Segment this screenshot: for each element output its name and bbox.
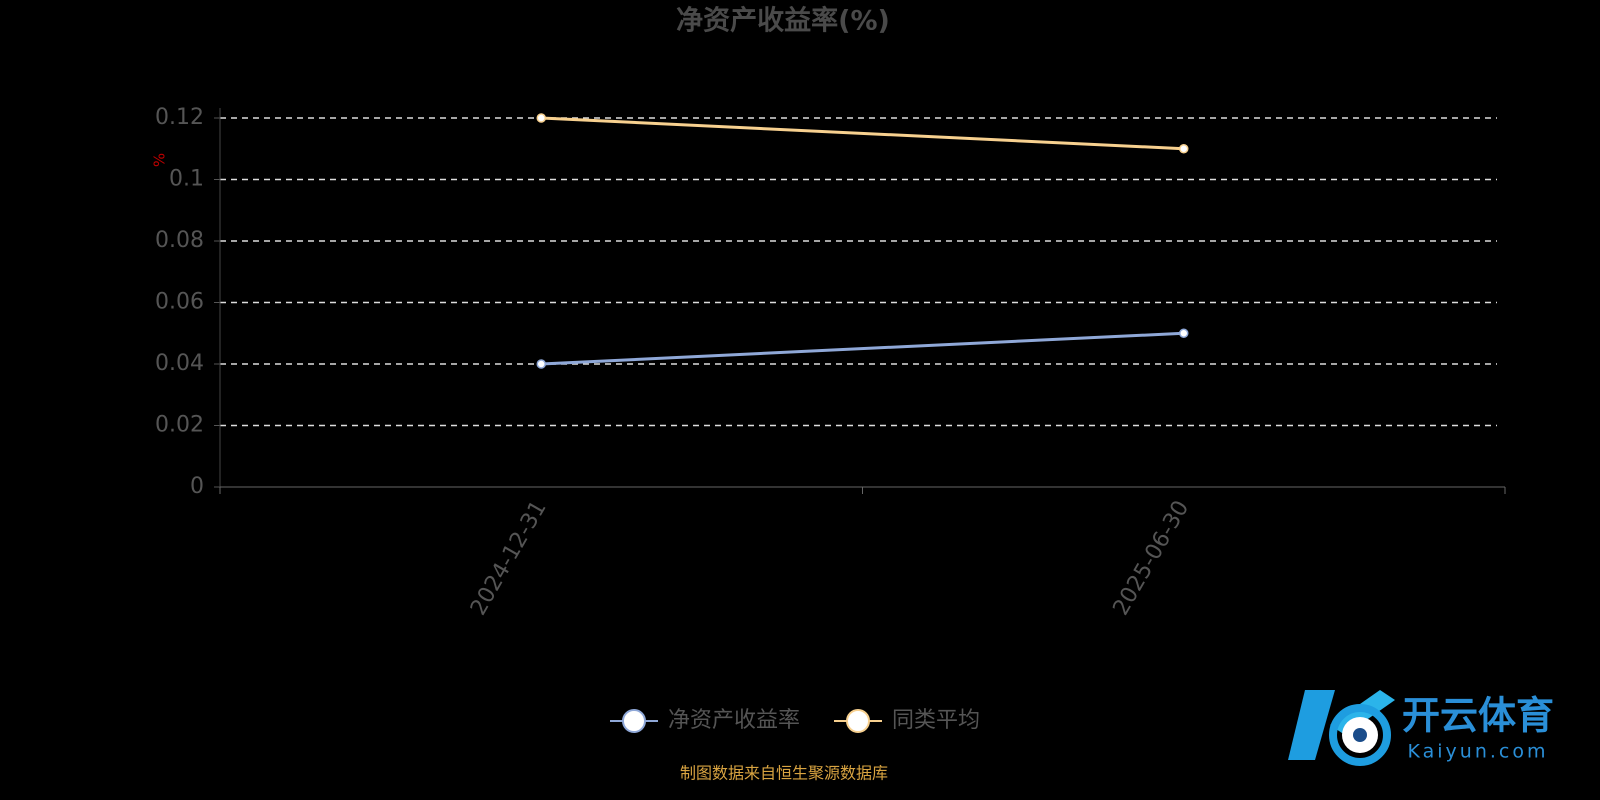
logo-ball	[1353, 728, 1367, 742]
legend-label: 同类平均	[892, 708, 980, 733]
legend-swatch	[846, 709, 870, 733]
watermark-brand: 开云体育	[1402, 694, 1554, 738]
y-tick-label: 0.02	[155, 413, 204, 438]
logo-k	[1288, 690, 1335, 760]
data-point	[536, 359, 546, 369]
y-tick-label: 0.04	[155, 351, 204, 376]
data-point	[1179, 328, 1189, 338]
y-tick-label: 0.06	[155, 290, 204, 315]
y-axis-label: %	[151, 153, 169, 167]
y-tick-label: 0.1	[169, 167, 204, 192]
legend-swatch	[622, 709, 646, 733]
y-tick-label: 0.12	[155, 105, 204, 130]
legend-item: 净资产收益率	[610, 708, 800, 733]
y-tick-label: 0.08	[155, 228, 204, 253]
y-tick-label: 0	[190, 474, 204, 499]
series-line	[541, 331, 1184, 366]
chart-title: 净资产收益率(%)	[676, 5, 890, 37]
watermark: 开云体育 Kaiyun.com	[1288, 690, 1554, 766]
legend-item: 同类平均	[834, 708, 980, 733]
watermark-domain: Kaiyun.com	[1408, 741, 1549, 763]
data-point	[536, 113, 546, 123]
logo-ball	[1329, 704, 1391, 766]
legend-label: 净资产收益率	[668, 708, 800, 733]
series-line	[541, 116, 1184, 151]
source-note: 制图数据来自恒生聚源数据库	[680, 764, 888, 783]
data-point	[1179, 144, 1189, 154]
